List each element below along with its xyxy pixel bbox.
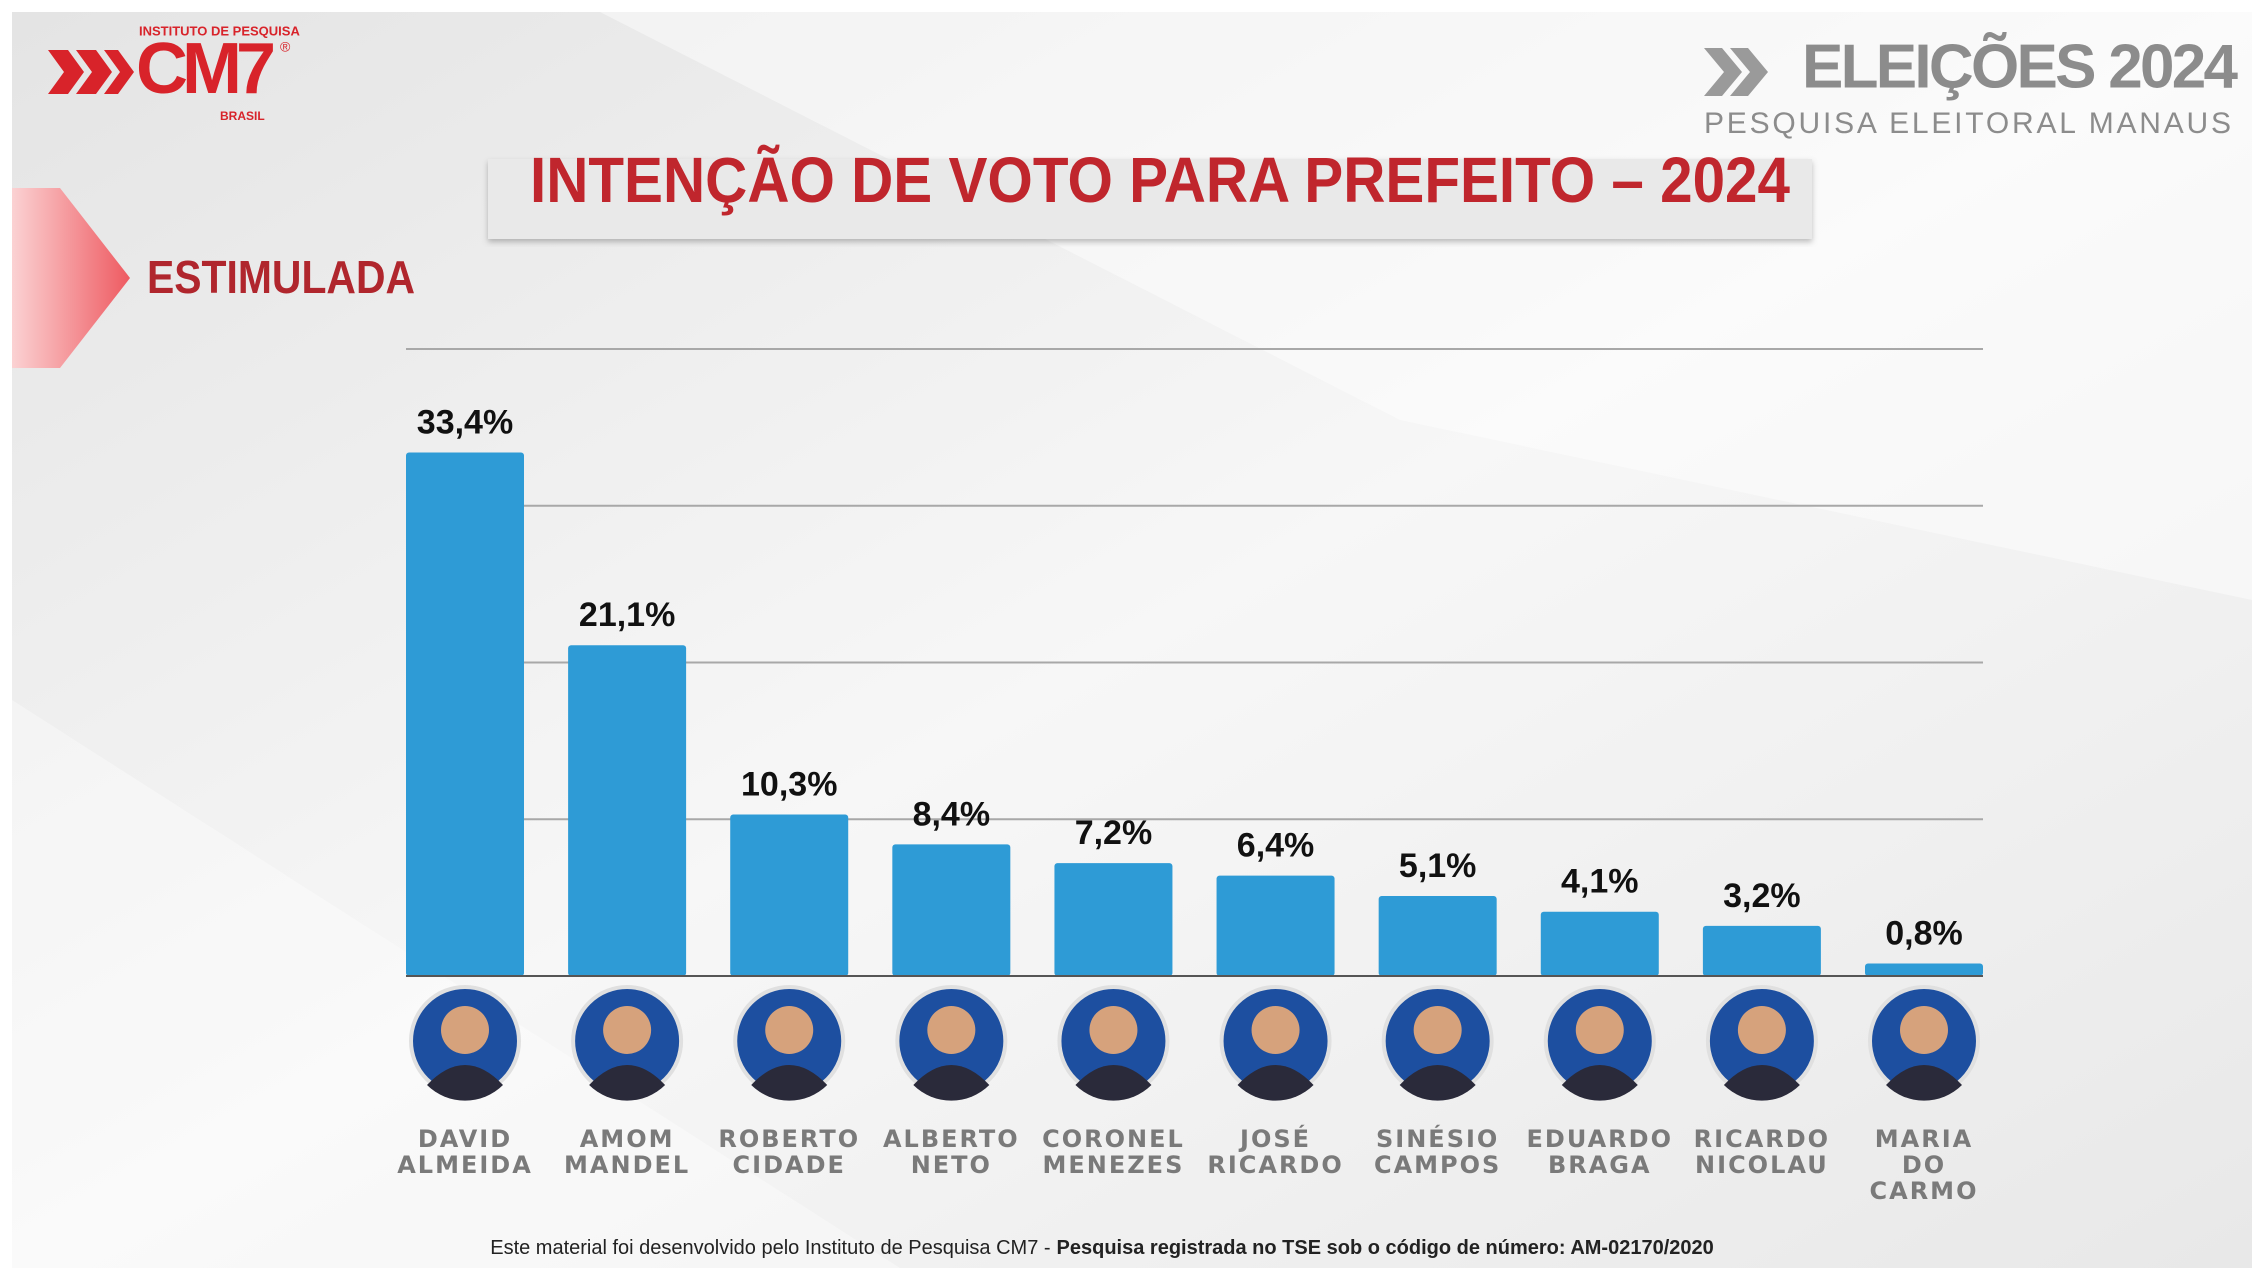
- bar: [892, 844, 1011, 976]
- logo-top: INSTITUTO DE PESQUISA: [139, 23, 300, 38]
- logo-mark: ®: [280, 39, 291, 55]
- footer-text: Este material foi desenvolvido pelo Inst…: [490, 1237, 1050, 1259]
- photo-body: [1561, 1065, 1638, 1101]
- footer: Este material foi desenvolvido pelo Inst…: [490, 1237, 1714, 1259]
- x-tick-label: JOSÉ RICARDO: [1207, 1125, 1344, 1179]
- event-chevrons: [1704, 48, 1768, 96]
- photo: [1543, 985, 1656, 1101]
- photo-body: [913, 1065, 990, 1101]
- bar: [568, 645, 687, 976]
- bar: [406, 452, 524, 977]
- x-tick-label: MARIA DO CARMO: [1869, 1125, 1979, 1205]
- bar: [1216, 875, 1335, 976]
- x-tick-label: DAVID ALMEIDA: [397, 1125, 533, 1179]
- photo-body: [1399, 1065, 1476, 1101]
- photo: [895, 985, 1008, 1101]
- photo-body: [1075, 1065, 1152, 1101]
- x-tick-label: ROBERTO CIDADE: [718, 1125, 861, 1179]
- value-label: 8,4%: [913, 795, 991, 833]
- photo: [1219, 985, 1332, 1101]
- value-label: 10,3%: [741, 766, 837, 804]
- photo: [571, 985, 684, 1101]
- photo-body: [427, 1065, 503, 1101]
- photo-body: [751, 1065, 828, 1101]
- value-label: 6,4%: [1237, 827, 1315, 865]
- value-label: 21,1%: [579, 596, 675, 634]
- photo: [409, 985, 521, 1101]
- photo-head: [1251, 1006, 1300, 1054]
- value-label: 33,4%: [417, 403, 513, 441]
- photo-head: [1575, 1006, 1624, 1054]
- logo-bottom: BRASIL: [220, 109, 265, 123]
- value-label: 7,2%: [1075, 814, 1153, 852]
- value-label: 3,2%: [1723, 877, 1801, 915]
- footer-bold: Pesquisa registrada no TSE sob o código …: [1057, 1237, 1714, 1259]
- photo-head: [1413, 1006, 1462, 1054]
- bg-shape: [12, 700, 900, 1268]
- logo-chevrons: [48, 50, 134, 94]
- x-tick-label: ALBERTO NETO: [882, 1125, 1020, 1179]
- x-tick-label: CORONEL MENEZES: [1042, 1125, 1185, 1179]
- bar: [730, 814, 849, 976]
- x-tick-label: SINÉSIO CAMPOS: [1373, 1125, 1502, 1179]
- photo-head: [1089, 1006, 1138, 1054]
- bar: [1054, 863, 1173, 976]
- logo-brand: CM7: [136, 29, 273, 109]
- value-label: 0,8%: [1885, 914, 1963, 952]
- subtitle-arrow: [12, 188, 130, 368]
- photo-body: [1886, 1065, 1962, 1101]
- photo-head: [1900, 1006, 1948, 1054]
- value-label: 5,1%: [1399, 847, 1477, 885]
- bar: [1378, 896, 1497, 976]
- photo-head: [765, 1006, 814, 1054]
- photo-head: [1737, 1006, 1786, 1054]
- photo: [1381, 985, 1494, 1101]
- chart-title: INTENÇÃO DE VOTO PARA PREFEITO – 2024: [530, 144, 1790, 216]
- photo: [733, 985, 846, 1101]
- bar: [1702, 925, 1821, 976]
- x-tick-label: RICARDO NICOLAU: [1693, 1125, 1831, 1179]
- photo-head: [927, 1006, 976, 1054]
- photo: [1057, 985, 1170, 1101]
- bar: [1540, 911, 1659, 976]
- photo: [1705, 985, 1818, 1101]
- x-tick-label: EDUARDO BRAGA: [1526, 1125, 1673, 1179]
- photo: [1868, 985, 1980, 1101]
- title-band: [488, 159, 1812, 239]
- photo-head: [441, 1006, 489, 1054]
- chart-subtitle: ESTIMULADA: [147, 251, 415, 303]
- event-title: ELEIÇÕES 2024: [1802, 32, 2239, 101]
- photo-body: [589, 1065, 666, 1101]
- x-tick-label: AMOM MANDEL: [564, 1125, 691, 1179]
- bar: [1865, 963, 1983, 976]
- photo-body: [1723, 1065, 1800, 1101]
- photo-body: [1237, 1065, 1314, 1101]
- value-label: 4,1%: [1561, 863, 1639, 901]
- event-subtitle: PESQUISA ELEITORAL MANAUS: [1704, 107, 2231, 140]
- photo-head: [603, 1006, 652, 1054]
